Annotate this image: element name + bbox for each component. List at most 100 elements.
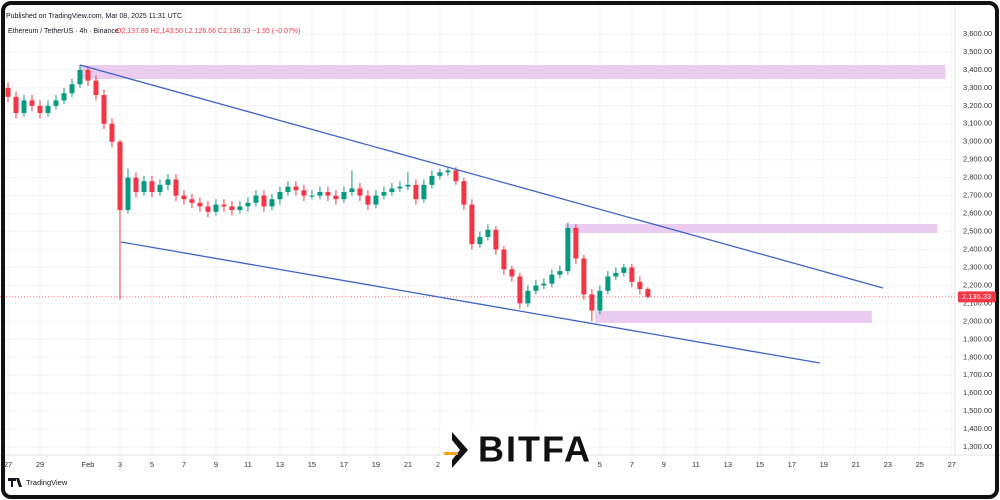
- trendline: [79, 64, 884, 289]
- symbol-info: Ethereum / TetherUS · 4h · Binance: [8, 28, 119, 35]
- candle-body: [589, 294, 595, 311]
- candle-body: [261, 195, 267, 207]
- y-tick-label: 1,500.00: [963, 406, 992, 415]
- candle-body: [341, 192, 347, 200]
- candle-body: [397, 186, 403, 189]
- candle-body: [501, 249, 507, 270]
- candle-body: [149, 181, 155, 193]
- watermark-text: BITFA: [478, 429, 592, 470]
- x-tick-label: 7: [630, 460, 634, 469]
- x-tick-label: 17: [340, 460, 348, 469]
- brand-name: TradingView: [26, 478, 68, 487]
- y-tick-label: 3,100.00: [963, 119, 992, 128]
- candle-body: [517, 276, 523, 304]
- candle-body: [69, 84, 75, 94]
- candle-body: [93, 80, 99, 96]
- watermark-accent: [444, 452, 458, 455]
- x-tick-label: 3: [118, 460, 122, 469]
- x-tick-label: 13: [724, 460, 732, 469]
- candle-body: [613, 272, 619, 277]
- brand-icon: [8, 478, 22, 487]
- x-tick-label: 27: [4, 460, 12, 469]
- candle-body: [269, 199, 275, 207]
- watermark-icon: [452, 432, 468, 468]
- price-zone: [564, 223, 938, 233]
- y-tick-label: 2,700.00: [963, 191, 992, 200]
- candle-body: [285, 186, 291, 193]
- y-tick-label: 3,400.00: [963, 65, 992, 74]
- candle-body: [277, 192, 283, 200]
- candle-body: [85, 69, 91, 81]
- candle-body: [373, 195, 379, 205]
- y-tick-label: 2,900.00: [963, 155, 992, 164]
- y-tick-label: 1,700.00: [963, 370, 992, 379]
- candle-body: [405, 184, 411, 187]
- candle-body: [205, 206, 211, 212]
- candle-body: [365, 195, 371, 205]
- plot-area: [0, 0, 955, 455]
- y-tick-label: 1,300.00: [963, 442, 992, 451]
- candle-body: [477, 236, 483, 245]
- candle-body: [325, 192, 331, 196]
- candle-body: [421, 184, 427, 200]
- ohlc-info: O2,137.89 H2,143.50 L2,126.66 C2,136.33 …: [116, 28, 300, 35]
- candle-body: [349, 188, 355, 193]
- candle-body: [301, 190, 307, 196]
- x-tick-label: 17: [788, 460, 796, 469]
- candle-body: [381, 192, 387, 196]
- candle-body: [637, 281, 643, 290]
- y-tick-label: 2,400.00: [963, 244, 992, 253]
- candle-body: [317, 192, 323, 196]
- candle-body: [253, 195, 259, 203]
- candle-body: [109, 123, 115, 142]
- candle-body: [13, 96, 19, 113]
- candle-body: [125, 177, 131, 210]
- candle-body: [173, 179, 179, 196]
- x-tick-label: 19: [820, 460, 828, 469]
- y-tick-label: 1,800.00: [963, 352, 992, 361]
- candle-body: [229, 206, 235, 210]
- price-zone: [595, 310, 872, 323]
- x-tick-label: 7: [182, 460, 186, 469]
- candle-body: [21, 100, 27, 113]
- candle-body: [357, 188, 363, 196]
- candle-body: [445, 170, 451, 173]
- x-tick-label: 5: [598, 460, 602, 469]
- x-tick-label: 15: [756, 460, 764, 469]
- candle-body: [525, 290, 531, 304]
- candle-body: [541, 283, 547, 286]
- candle-body: [53, 100, 59, 106]
- candle-body: [573, 227, 579, 259]
- candle-body: [213, 204, 219, 212]
- candle-body: [485, 229, 491, 237]
- x-tick-label: 21: [404, 460, 412, 469]
- candle-body: [629, 267, 635, 282]
- x-tick-label: 25: [916, 460, 924, 469]
- candle-body: [437, 172, 443, 176]
- y-tick-label: 2,500.00: [963, 227, 992, 236]
- x-tick-label: 9: [662, 460, 666, 469]
- y-tick-label: 2,200.00: [963, 280, 992, 289]
- y-tick-label: 3,500.00: [963, 47, 992, 56]
- x-tick-label: 11: [244, 460, 252, 469]
- candle-body: [5, 87, 11, 97]
- candle-body: [581, 258, 587, 295]
- y-tick-label: 2,000.00: [963, 316, 992, 325]
- candle-body: [621, 267, 627, 273]
- candle-body: [189, 199, 195, 203]
- watermark: BITFA: [440, 428, 592, 474]
- candle-body: [461, 181, 467, 205]
- x-tick-label: 15: [308, 460, 316, 469]
- x-tick-label: 23: [884, 460, 892, 469]
- y-tick-label: 3,300.00: [963, 83, 992, 92]
- candle-body: [493, 229, 499, 250]
- candle-body: [141, 181, 147, 193]
- candle-body: [117, 141, 123, 210]
- candle-body: [389, 188, 395, 193]
- y-tick-label: 3,000.00: [963, 137, 992, 146]
- x-tick-label: 19: [372, 460, 380, 469]
- y-tick-label: 2,100.00: [963, 298, 992, 307]
